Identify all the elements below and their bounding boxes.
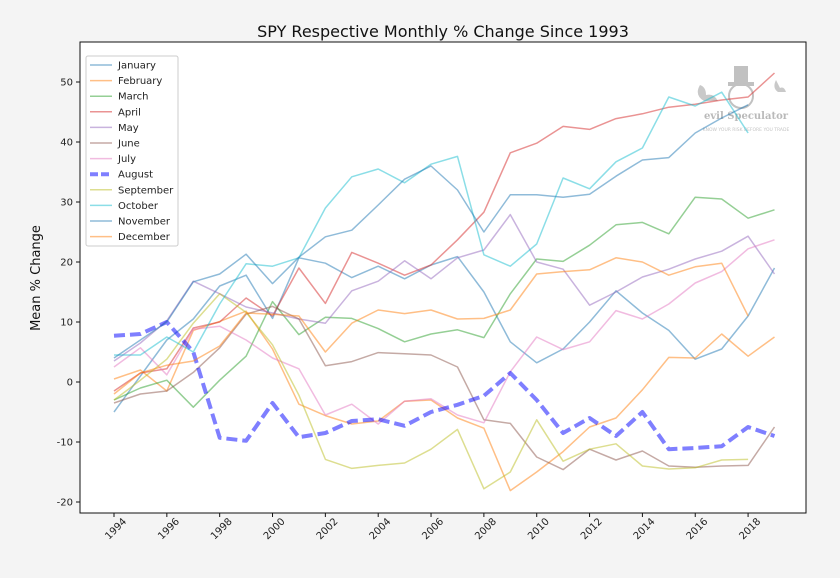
- y-tick-label: 20: [60, 258, 73, 269]
- legend-label-april: April: [118, 107, 141, 118]
- x-tick-label: 2016: [685, 516, 711, 542]
- y-tick-label: 10: [60, 318, 73, 329]
- legend-label-may: May: [118, 123, 139, 134]
- series-line-march: [113, 196, 775, 408]
- legend: January February March April May June July Augu…: [85, 55, 179, 247]
- x-tick-label: 2006: [420, 516, 446, 542]
- legend-box: [85, 55, 179, 247]
- plot-area: [80, 42, 806, 513]
- x-tick-label: 2014: [632, 516, 658, 542]
- y-axis-label: Mean % Change: [29, 225, 44, 331]
- legend-label-june: June: [117, 139, 140, 150]
- watermark-brand: evil Speculator: [704, 111, 789, 122]
- legend-label-january: January: [117, 61, 156, 72]
- y-tick-label: 50: [60, 78, 73, 89]
- y-tick-label: -20: [57, 498, 73, 509]
- x-tick-label: 2018: [737, 516, 763, 542]
- axes-frame: [79, 41, 807, 514]
- legend-label-march: March: [118, 92, 148, 103]
- legend-label-november: November: [118, 217, 171, 228]
- legend-label-august: August: [118, 170, 153, 181]
- series-line-september: [113, 293, 749, 490]
- x-tick-label: 2004: [368, 516, 394, 542]
- x-tick-label: 2012: [579, 516, 605, 542]
- legend-label-september: September: [118, 185, 174, 196]
- series-line-october: [114, 91, 749, 356]
- series-line-june: [113, 305, 776, 471]
- series-line-april: [113, 72, 776, 392]
- chart-title: SPY Respective Monthly % Change Since 19…: [257, 22, 629, 41]
- y-tick-label: 40: [60, 138, 73, 149]
- y-tick-label: 0: [67, 378, 73, 389]
- series-line-november: [113, 104, 749, 359]
- series-line-january: [113, 255, 776, 413]
- x-tick-label: 1996: [156, 516, 182, 542]
- x-tick-label: 2000: [262, 516, 288, 542]
- x-tick-label: 1994: [103, 516, 129, 542]
- x-tick-label: 1998: [209, 516, 235, 542]
- x-tick-label: 2008: [473, 516, 499, 542]
- series-line-august: [113, 320, 776, 452]
- y-tick-label: -10: [57, 438, 73, 449]
- legend-label-february: February: [118, 76, 162, 87]
- y-tick-label: 30: [60, 198, 73, 209]
- legend-label-december: December: [118, 232, 171, 243]
- legend-label-july: July: [117, 154, 136, 165]
- series-line-december: [113, 257, 749, 395]
- x-tick-label: 2010: [526, 516, 552, 542]
- x-tick-label: 2002: [315, 516, 341, 542]
- legend-label-october: October: [118, 201, 159, 212]
